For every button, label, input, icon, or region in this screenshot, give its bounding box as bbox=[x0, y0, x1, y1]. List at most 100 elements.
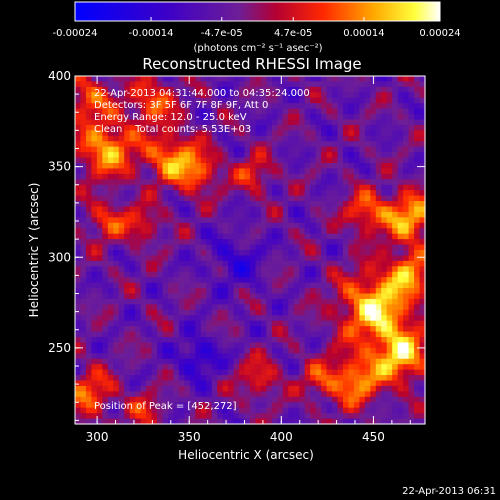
heatmap-cell bbox=[271, 217, 278, 224]
heatmap-cell bbox=[337, 81, 344, 88]
heatmap-cell bbox=[129, 86, 136, 93]
heatmap-cell bbox=[392, 179, 399, 186]
heatmap-cell bbox=[260, 380, 268, 387]
heatmap-cell bbox=[381, 114, 388, 121]
heatmap-cell bbox=[151, 114, 158, 121]
heatmap-cell bbox=[342, 179, 350, 186]
heatmap-cell bbox=[403, 293, 410, 300]
heatmap-cell bbox=[195, 239, 202, 246]
heatmap-cell bbox=[211, 293, 218, 300]
heatmap-cell bbox=[310, 347, 317, 354]
heatmap-cell bbox=[167, 331, 175, 338]
heatmap-cell bbox=[419, 298, 426, 305]
heatmap-cell bbox=[353, 119, 360, 126]
heatmap-cell bbox=[381, 173, 388, 180]
heatmap-cell bbox=[375, 222, 382, 229]
heatmap-cell bbox=[364, 206, 371, 213]
heatmap-cell bbox=[173, 76, 180, 83]
heatmap-cell bbox=[96, 228, 103, 235]
heatmap-cell bbox=[189, 315, 196, 322]
heatmap-cell bbox=[75, 260, 82, 267]
heatmap-cell bbox=[233, 385, 240, 392]
heatmap-cell bbox=[146, 304, 153, 311]
heatmap-cell bbox=[85, 184, 93, 191]
heatmap-cell bbox=[326, 271, 333, 278]
heatmap-cell bbox=[288, 97, 295, 104]
heatmap-cell bbox=[200, 282, 207, 289]
heatmap-cell bbox=[96, 277, 103, 284]
heatmap-cell bbox=[282, 233, 289, 240]
heatmap-cell bbox=[293, 184, 300, 191]
heatmap-cell bbox=[255, 92, 262, 99]
heatmap-cell bbox=[386, 108, 393, 115]
heatmap-cell bbox=[353, 326, 360, 333]
heatmap-cell bbox=[200, 255, 207, 262]
heatmap-cell bbox=[118, 396, 125, 403]
heatmap-cell bbox=[118, 385, 125, 392]
heatmap-cell bbox=[184, 152, 191, 159]
heatmap-cell bbox=[364, 353, 371, 360]
heatmap-cell bbox=[206, 244, 213, 251]
heatmap-cell bbox=[321, 391, 328, 398]
heatmap-cell bbox=[304, 298, 311, 305]
heatmap-cell bbox=[222, 184, 229, 191]
heatmap-cell bbox=[217, 135, 224, 142]
heatmap-cell bbox=[113, 385, 120, 392]
heatmap-cell bbox=[403, 168, 410, 175]
heatmap-cell bbox=[370, 222, 377, 229]
heatmap-cell bbox=[403, 184, 410, 191]
heatmap-cell bbox=[375, 364, 382, 371]
heatmap-cell bbox=[217, 315, 224, 322]
heatmap-cell bbox=[184, 217, 191, 224]
heatmap-cell bbox=[299, 315, 306, 322]
heatmap-cell bbox=[326, 195, 333, 202]
heatmap-cell bbox=[75, 369, 82, 376]
heatmap-cell bbox=[211, 402, 218, 409]
heatmap-cell bbox=[342, 266, 350, 273]
heatmap-cell bbox=[353, 76, 360, 83]
heatmap-cell bbox=[266, 179, 273, 186]
heatmap-cell bbox=[381, 103, 388, 110]
heatmap-cell bbox=[239, 141, 246, 148]
heatmap-cell bbox=[370, 244, 377, 251]
heatmap-cell bbox=[282, 108, 289, 115]
heatmap-cell bbox=[337, 206, 344, 213]
heatmap-cell bbox=[332, 298, 339, 305]
heatmap-cell bbox=[151, 146, 158, 153]
heatmap-cell bbox=[211, 179, 218, 186]
heatmap-cell bbox=[167, 179, 175, 186]
heatmap-cell bbox=[233, 190, 240, 197]
heatmap-cell bbox=[364, 168, 371, 175]
heatmap-cell bbox=[124, 184, 131, 191]
heatmap-cell bbox=[107, 184, 114, 191]
heatmap-cell bbox=[293, 97, 300, 104]
heatmap-cell bbox=[244, 288, 251, 295]
heatmap-cell bbox=[359, 179, 366, 186]
heatmap-cell bbox=[326, 309, 333, 316]
heatmap-cell bbox=[337, 260, 344, 267]
heatmap-cell bbox=[200, 347, 207, 354]
heatmap-cell bbox=[271, 211, 278, 218]
heatmap-cell bbox=[408, 282, 415, 289]
heatmap-cell bbox=[91, 222, 98, 229]
heatmap-cell bbox=[321, 282, 328, 289]
heatmap-cell bbox=[151, 315, 158, 322]
heatmap-cell bbox=[135, 364, 142, 371]
heatmap-cell bbox=[244, 163, 251, 170]
heatmap-cell bbox=[178, 244, 185, 251]
heatmap-cell bbox=[85, 211, 93, 218]
heatmap-cell bbox=[304, 418, 311, 425]
heatmap-cell bbox=[408, 315, 415, 322]
heatmap-cell bbox=[419, 358, 426, 365]
heatmap-cell bbox=[250, 168, 257, 175]
heatmap-cell bbox=[151, 81, 158, 88]
heatmap-cell bbox=[228, 337, 235, 344]
heatmap-cell bbox=[293, 179, 300, 186]
heatmap-cell bbox=[315, 157, 322, 164]
heatmap-cell bbox=[91, 353, 98, 360]
heatmap-cell bbox=[80, 375, 87, 382]
heatmap-cell bbox=[288, 402, 295, 409]
heatmap-cell bbox=[310, 184, 317, 191]
heatmap-cell bbox=[80, 108, 87, 115]
heatmap-cell bbox=[239, 152, 246, 159]
